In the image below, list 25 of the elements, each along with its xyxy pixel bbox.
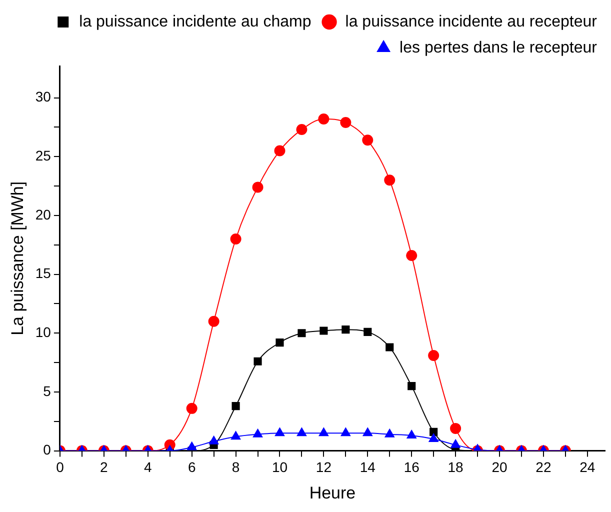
x-tick-label: 4 [144,459,152,476]
x-tick-label: 0 [56,459,64,476]
y-tick-label: 0 [43,442,52,458]
y-tick-label: 30 [35,88,52,105]
x-tick-label: 18 [448,459,464,476]
x-axis-title: Heure [309,483,356,502]
x-tick-label: 20 [492,459,508,476]
y-axis-title: La puissance [MWh] [8,181,27,336]
x-tick-label: 2 [100,459,108,476]
x-tick-label: 22 [536,459,552,476]
y-tick-label: 10 [35,324,52,340]
x-tick-label: 8 [232,459,240,476]
x-tick-label: 14 [360,459,376,476]
x-tick-label: 10 [272,459,288,476]
legend-label: les pertes dans le recepteur [400,39,598,56]
x-tick-label: 16 [404,459,420,476]
y-tick-label: 25 [35,147,52,164]
x-tick-label: 24 [580,459,596,476]
y-tick-label: 5 [43,382,52,399]
x-tick-label: 6 [188,459,196,476]
y-tick-label: 20 [35,206,52,222]
x-tick-label: 12 [316,459,332,476]
legend-label: la puissance incidente au recepteur [345,13,598,30]
y-tick-label: 15 [35,265,52,282]
legend-label: la puissance incidente au champ [79,13,312,30]
